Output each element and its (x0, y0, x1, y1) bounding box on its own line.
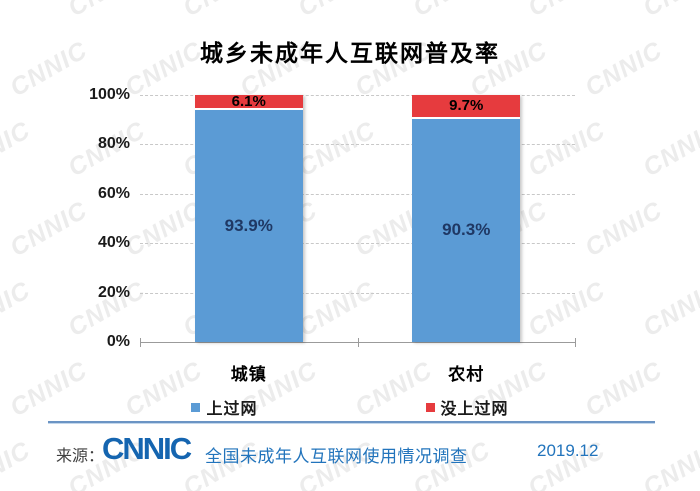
gridline (140, 243, 575, 245)
data-label: 9.7% (449, 97, 484, 115)
x-axis-tick (575, 338, 576, 347)
y-axis-label: 60% (97, 184, 130, 202)
cnnic-logo: CNNIC (102, 431, 192, 466)
bar-城镇: 6.1% 93.9% (194, 93, 303, 342)
category-label-城镇: 城镇 (230, 365, 267, 384)
legend-label: 上过网 (206, 401, 258, 418)
source-label: 来源： (56, 448, 105, 465)
bar-stack: 9.7% 90.3% (412, 95, 521, 342)
gridline (140, 193, 575, 195)
bar-segment-没上过网: 9.7% (412, 95, 521, 119)
legend-label: 没上过网 (440, 401, 509, 418)
data-label: 90.3% (442, 220, 491, 240)
gridline (140, 144, 575, 146)
gridline (140, 95, 575, 96)
report-date: 2019.12 (537, 441, 599, 460)
y-axis-label: 20% (97, 283, 130, 301)
bar-农村: 9.7% 90.3% (412, 95, 521, 342)
bar-segment-上过网: 90.3% (412, 118, 521, 342)
x-axis-tick (140, 338, 141, 347)
y-axis-label: 100% (89, 86, 130, 103)
bar-segment-没上过网: 6.1% (194, 93, 303, 111)
footer-divider (48, 421, 655, 424)
chart-legend: 上过网 没上过网 (0, 395, 700, 419)
survey-title: 全国未成年人互联网使用情况调查 (205, 447, 468, 466)
x-axis-tick (357, 338, 359, 347)
legend-item-没上过网: 没上过网 (425, 395, 509, 419)
gridline (140, 292, 575, 294)
y-axis-label: 80% (97, 135, 130, 153)
y-axis-label: 40% (97, 234, 130, 252)
stacked-bar-chart: 0% 20% 40% 60% 80% 100% 6.1% 93.9% 9.7% 90.3% (89, 86, 576, 350)
y-axis-label: 0% (106, 333, 130, 350)
data-label: 93.9% (224, 216, 273, 236)
legend-swatch (425, 402, 435, 412)
legend-item-上过网: 上过网 (191, 395, 257, 419)
chart-title: 城乡未成年人互联网普及率 (200, 40, 500, 66)
data-label: 6.1% (231, 93, 266, 111)
bar-stack: 6.1% 93.9% (194, 93, 303, 342)
category-label-农村: 农村 (448, 365, 485, 384)
legend-swatch (191, 402, 201, 412)
bar-segment-上过网: 93.9% (194, 110, 303, 342)
